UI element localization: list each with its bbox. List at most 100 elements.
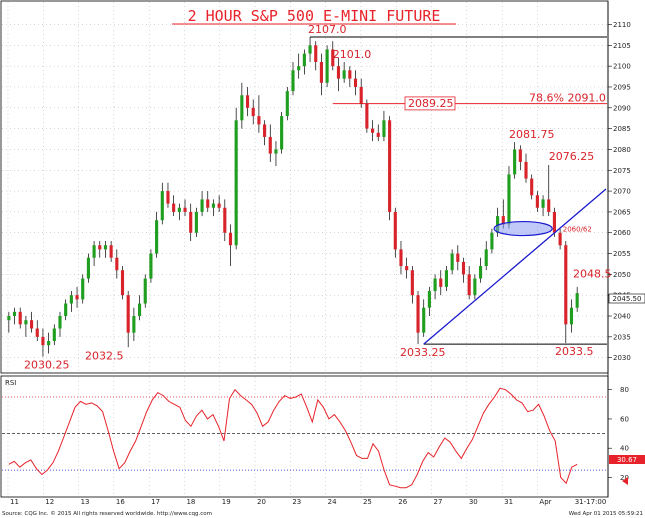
- chart-title: 2 HOUR S&P 500 E-MINI FUTURE: [188, 7, 441, 25]
- price-annotation: 2032.5: [85, 349, 124, 362]
- date-tick-label: 31: [504, 498, 513, 506]
- trendline: [423, 188, 607, 345]
- candle-body: [35, 328, 39, 337]
- candle-body: [257, 116, 261, 125]
- date-tick-label: 19: [222, 498, 231, 506]
- candle-body: [103, 245, 108, 250]
- candle-body: [422, 307, 426, 333]
- candle-body: [143, 278, 147, 304]
- date-tick-label: 18: [186, 498, 195, 506]
- candle-body: [353, 78, 358, 87]
- date-tick-label: 30: [469, 498, 478, 506]
- candle-body: [75, 295, 79, 300]
- candle-body: [228, 232, 233, 246]
- candle-body: [365, 103, 369, 129]
- candle-body: [92, 245, 96, 258]
- price-tick-label: 2075: [613, 167, 631, 175]
- candle-body: [359, 86, 363, 104]
- rsi-y-axis: 20 40 60 80: [608, 386, 629, 482]
- candle-body: [416, 295, 420, 333]
- candle-body: [371, 128, 375, 133]
- candle-body: [410, 270, 414, 296]
- candle-body: [189, 211, 193, 233]
- candle-body: [149, 253, 153, 279]
- candle-body: [297, 66, 301, 71]
- candle-body: [456, 253, 460, 262]
- price-annotation: 2033.25: [400, 346, 446, 359]
- price-annotation: 2048.5: [573, 268, 612, 281]
- candle-body: [325, 49, 329, 83]
- price-tick-label: 2110: [613, 21, 631, 29]
- price-tick-label: 2035: [613, 333, 631, 341]
- candle-body: [12, 311, 17, 317]
- candle-body: [120, 270, 125, 296]
- candle-body: [30, 320, 34, 329]
- price-tick-label: 2100: [613, 63, 631, 71]
- candle-body: [507, 174, 511, 225]
- candle-body: [444, 270, 449, 287]
- price-tick-label: 2050: [613, 271, 631, 279]
- candle-body: [217, 203, 221, 208]
- candle-body: [166, 191, 170, 204]
- candle-body: [302, 53, 306, 67]
- candle-body: [342, 70, 346, 79]
- candle-body: [137, 303, 142, 317]
- candle-body: [552, 211, 556, 233]
- candle-body: [183, 207, 187, 212]
- grid: [2, 2, 607, 496]
- candle-body: [314, 45, 318, 62]
- scroll-arrow-icon[interactable]: [622, 477, 628, 485]
- footer-source: Source: CQG Inc. © 2015 All rights reser…: [2, 510, 212, 517]
- candle-body: [478, 266, 483, 279]
- candle-body: [64, 303, 68, 317]
- rsi-panel-frame: [0, 375, 609, 498]
- candle-body: [331, 49, 335, 67]
- candle-body: [234, 120, 238, 246]
- candle-body: [319, 61, 323, 83]
- candle-body: [547, 199, 551, 212]
- date-tick-label: 12: [45, 498, 54, 506]
- candle-body: [461, 261, 466, 275]
- date-tick-label: 17: [151, 498, 160, 506]
- date-tick-label: Apr: [539, 498, 551, 506]
- horizontal-lines: [310, 36, 607, 345]
- annotation-box: [404, 96, 456, 111]
- candle-body: [564, 245, 568, 325]
- candle-body: [109, 245, 113, 258]
- candle-body: [575, 293, 579, 308]
- price-annotation: 2107.0: [308, 23, 347, 36]
- candle-body: [427, 291, 431, 308]
- candle-body: [274, 149, 278, 154]
- date-tick-label: 16: [116, 498, 125, 506]
- candle-body: [399, 249, 403, 267]
- candle-body: [206, 199, 210, 208]
- candle-body: [388, 120, 392, 212]
- rsi-line: [8, 387, 578, 489]
- candle-body: [69, 295, 73, 304]
- candle-body: [484, 249, 488, 267]
- candle-body: [501, 216, 505, 225]
- last-rsi-box: [609, 455, 645, 464]
- candle-body: [308, 45, 312, 54]
- support-ellipse: [493, 220, 553, 237]
- candle-body: [569, 307, 574, 325]
- candle-body: [126, 295, 130, 333]
- candle-body: [558, 232, 562, 246]
- last-price-box: [608, 293, 645, 304]
- price-annotation: 2030.25: [24, 359, 70, 372]
- rsi-plot: [2, 387, 607, 489]
- candle-body: [433, 278, 437, 292]
- candles: [7, 36, 579, 357]
- rsi-tick-label: 60: [620, 415, 629, 423]
- candle-body: [336, 66, 341, 79]
- candle-body: [376, 132, 380, 137]
- candle-body: [240, 95, 244, 121]
- footer-timestamp: Wed Apr 01 2015 05:59:21: [569, 511, 643, 517]
- candle-body: [58, 316, 62, 329]
- candle-body: [7, 316, 11, 321]
- candle-body: [268, 136, 272, 154]
- candle-body: [518, 149, 522, 162]
- rsi-tick-label: 40: [620, 445, 629, 453]
- rsi-tick-label: 20: [620, 474, 629, 482]
- price-tick-label: 2040: [613, 313, 631, 321]
